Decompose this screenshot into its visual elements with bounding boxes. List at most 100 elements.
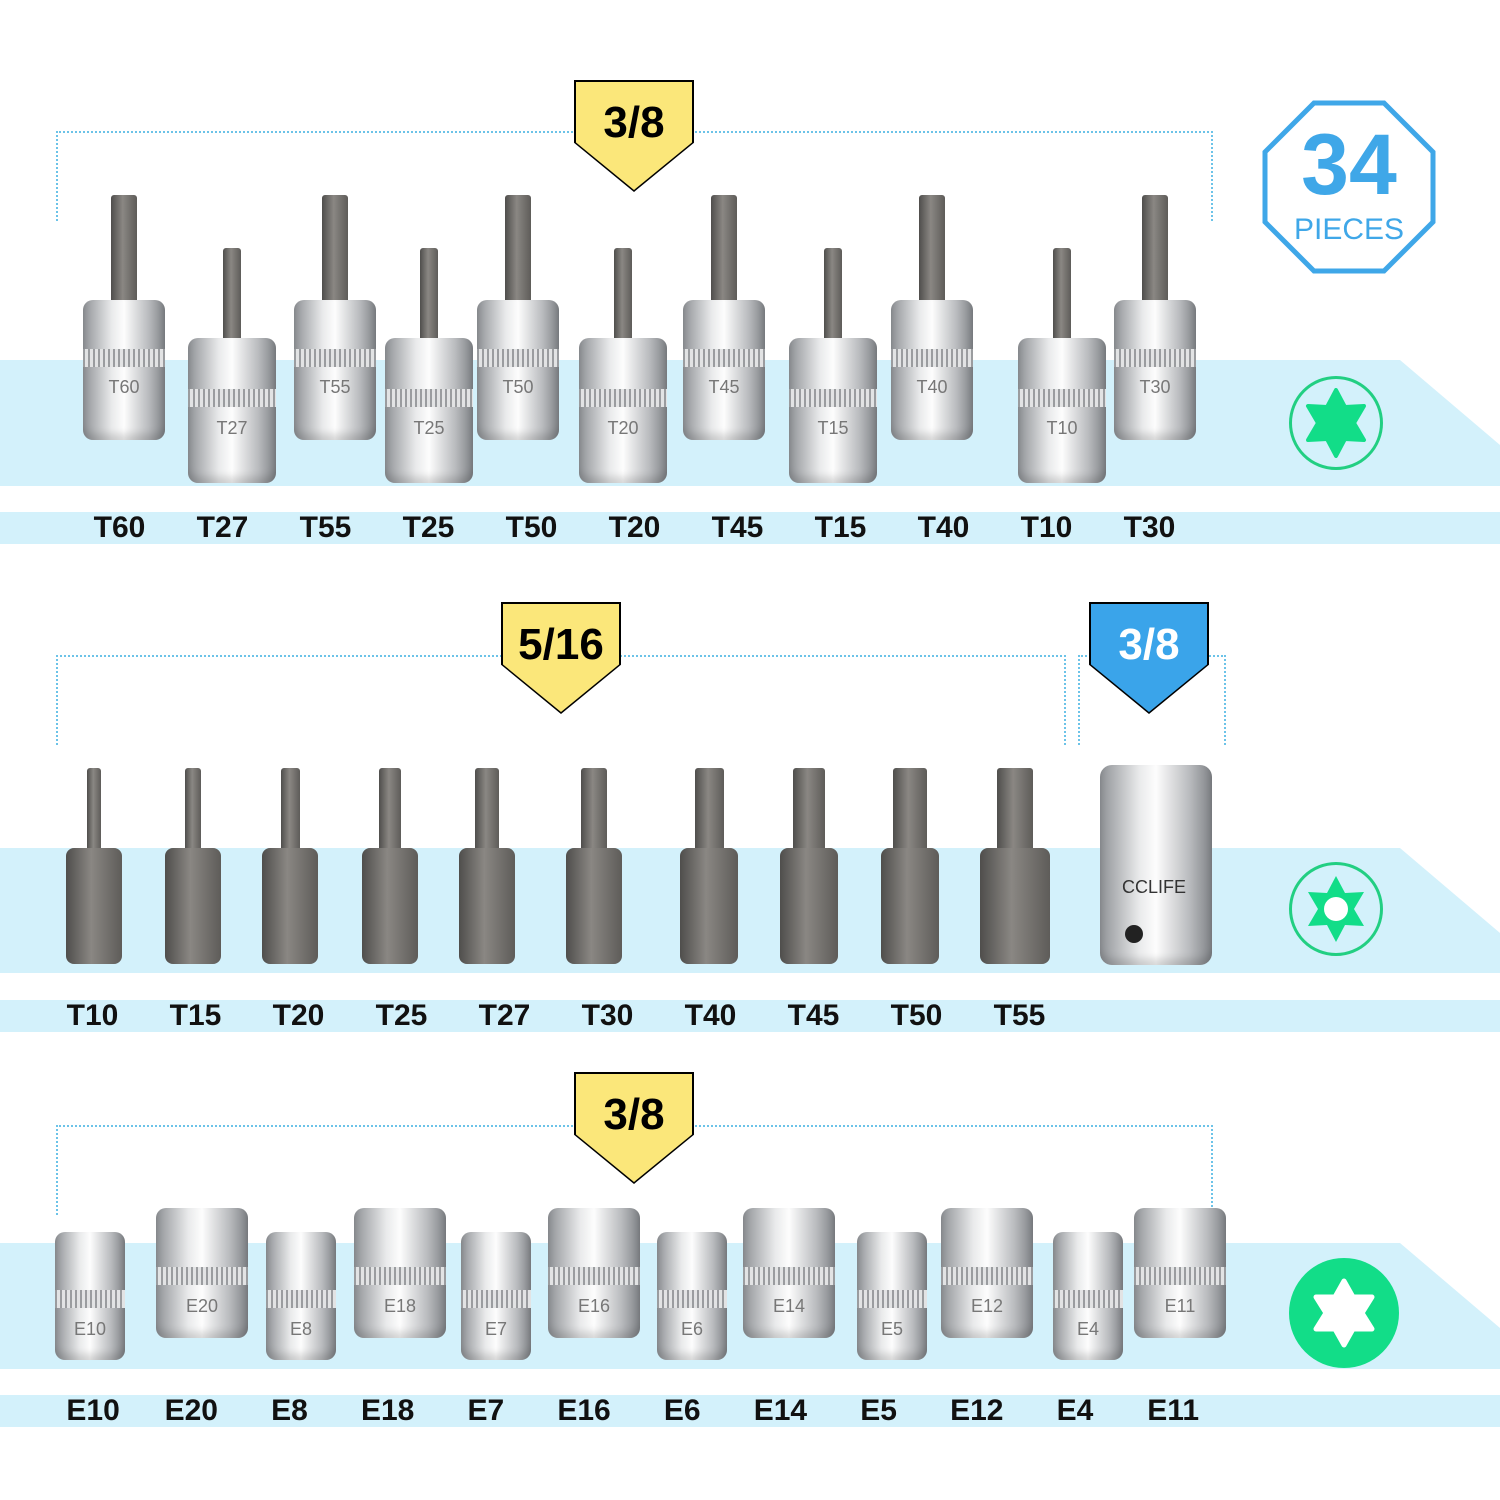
e-torx-socket: E10	[55, 1232, 125, 1360]
torx-bit	[680, 768, 738, 964]
socket-engraving: E8	[289, 1319, 313, 1340]
torx-bit-tip	[893, 768, 927, 858]
size-label: T55	[299, 511, 352, 544]
torx-bit-tip	[87, 768, 101, 858]
size-label: E12	[950, 1394, 1004, 1427]
row1-labels: T60 T27 T55 T25 T50 T20 T45 T15 T40 T10 T30	[68, 512, 1201, 544]
size-label: E8	[271, 1394, 308, 1427]
e-torx-socket-icon	[1289, 1258, 1399, 1368]
socket-engraving: E7	[484, 1319, 508, 1340]
torx-bit-tip	[475, 768, 499, 858]
socket-engraving: T50	[502, 377, 534, 397]
hex-shank	[262, 848, 318, 964]
size-label: T40	[917, 511, 970, 544]
size-label: T45	[711, 511, 764, 544]
size-label: T25	[375, 999, 428, 1032]
torx-socket: T55	[294, 195, 376, 440]
size-label: T15	[169, 999, 222, 1032]
socket-engraving: E12	[970, 1296, 1004, 1317]
torx-bit	[881, 768, 939, 964]
row3-labels: E10 E20 E8 E18 E7 E16 E6 E14 E5 E12 E4 E11	[44, 1395, 1222, 1427]
e-torx-socket: E6	[657, 1232, 727, 1360]
size-label: E7	[467, 1394, 505, 1427]
size-label: E10	[66, 1394, 120, 1427]
size-label: T10	[1020, 511, 1073, 544]
torx-bit-tip	[711, 195, 737, 305]
hex-shank	[362, 848, 418, 964]
torx-bit	[362, 768, 418, 964]
torx-bit-tip	[111, 195, 137, 305]
piece-count: 34	[1301, 117, 1397, 213]
size-label: T20	[608, 511, 661, 544]
torx-socket: T20	[579, 243, 667, 483]
torx-bit-tip	[505, 195, 531, 305]
socket-engraving: T60	[108, 377, 140, 397]
size-label: E4	[1056, 1394, 1094, 1427]
torx-socket: T25	[385, 243, 473, 483]
torx-bit	[262, 768, 318, 964]
torx-bit-tip	[223, 248, 241, 343]
socket-engraving: E5	[880, 1319, 904, 1340]
hex-shank	[980, 848, 1050, 964]
size-label: E11	[1147, 1394, 1200, 1427]
torx-bit-tip	[379, 768, 401, 858]
row2-label-band	[0, 1000, 1500, 1032]
torx-bit	[66, 768, 122, 964]
size-label: T20	[272, 999, 325, 1032]
size-label: T40	[684, 999, 737, 1032]
e-torx-socket: E8	[266, 1232, 336, 1360]
socket-engraving: T27	[216, 417, 248, 438]
socket-engraving: T55	[319, 377, 351, 397]
torx-socket: T27	[188, 243, 276, 483]
socket-engraving: E14	[772, 1296, 806, 1317]
socket-engraving: T10	[1046, 417, 1078, 438]
hex-shank	[165, 848, 221, 964]
torx-bit	[566, 768, 622, 964]
piece-count-badge: 34 PIECES	[1262, 100, 1436, 274]
torx-socket: T10	[1018, 243, 1106, 483]
e-torx-socket: E18	[354, 1208, 446, 1338]
size-label: T50	[890, 999, 943, 1032]
socket-engraving: E11	[1164, 1296, 1196, 1317]
torx-star-outline-icon	[1289, 862, 1383, 956]
size-label: T10	[66, 999, 119, 1032]
socket-engraving: T25	[413, 417, 445, 438]
row3-label-band	[0, 1395, 1500, 1427]
e-torx-socket: E16	[548, 1208, 640, 1338]
size-label: T30	[581, 999, 634, 1032]
socket-engraving: T40	[916, 377, 948, 397]
torx-bit-tip	[1142, 195, 1168, 305]
hex-shank	[680, 848, 738, 964]
size-label: T60	[93, 511, 146, 544]
torx-bit	[780, 768, 838, 964]
adapter-ball-hole	[1125, 925, 1143, 943]
piece-unit: PIECES	[1293, 213, 1405, 246]
size-label: T27	[196, 511, 249, 544]
torx-bit-tip	[614, 248, 632, 343]
e-torx-socket: E5	[857, 1232, 927, 1360]
socket-engraving: T30	[1139, 377, 1171, 397]
torx-bit-tip	[420, 248, 438, 343]
socket-engraving: E20	[185, 1296, 219, 1317]
torx-bit-tip	[694, 768, 724, 858]
size-label: T30	[1123, 511, 1176, 544]
socket-adapter: CCLIFE	[1100, 765, 1212, 965]
torx-socket: T45	[683, 195, 765, 440]
hex-shank	[566, 848, 622, 964]
size-label: E20	[164, 1394, 218, 1427]
socket-engraving: T45	[708, 377, 740, 397]
e-torx-socket: E14	[743, 1208, 835, 1338]
torx-bit	[980, 768, 1050, 964]
torx-socket: T50	[477, 195, 559, 440]
socket-engraving: E4	[1076, 1319, 1100, 1340]
size-label: T15	[814, 511, 867, 544]
torx-star-solid-icon	[1289, 376, 1383, 470]
size-label: T45	[787, 999, 840, 1032]
torx-socket: T30	[1114, 195, 1196, 440]
hex-shank	[459, 848, 515, 964]
size-label: T27	[478, 999, 531, 1032]
e-torx-socket: E20	[156, 1208, 248, 1338]
e-torx-socket: E7	[461, 1232, 531, 1360]
size-label: E5	[860, 1394, 897, 1427]
hex-shank	[780, 848, 838, 964]
